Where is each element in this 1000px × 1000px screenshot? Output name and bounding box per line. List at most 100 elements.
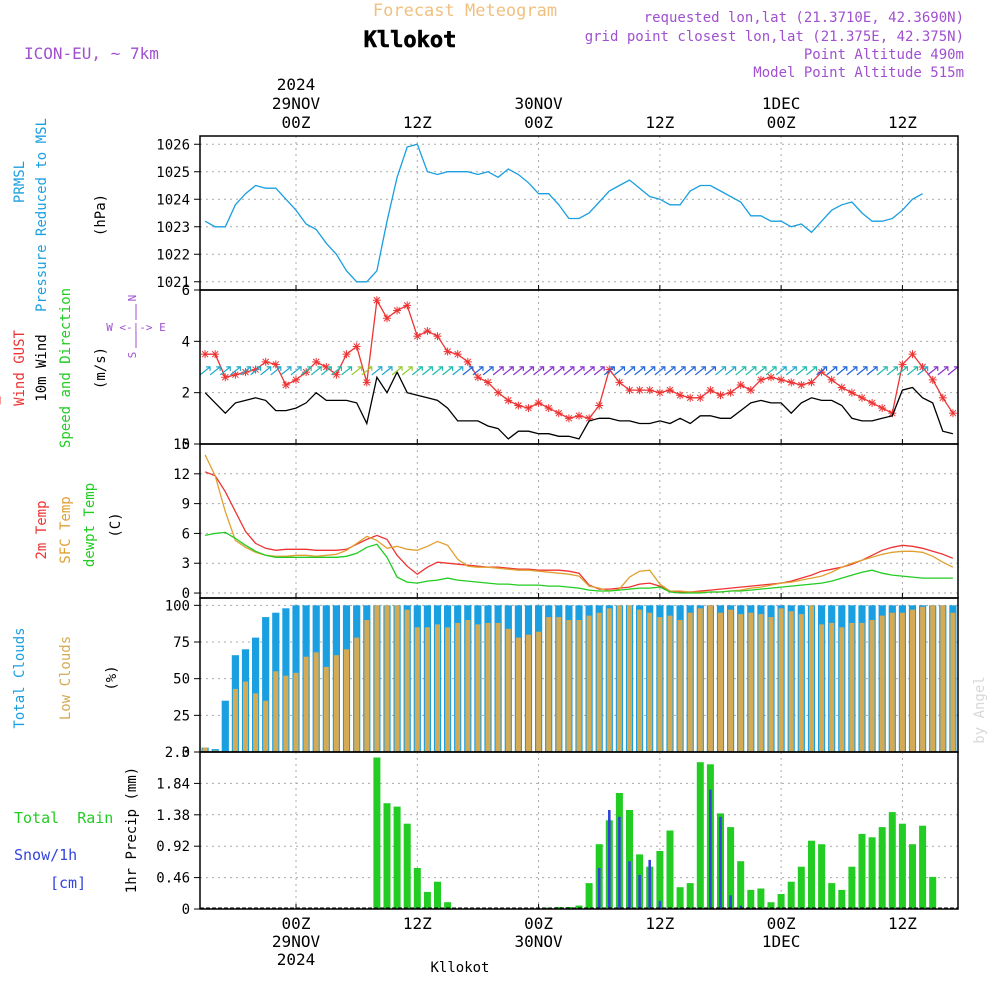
bar-low-clouds [293, 672, 299, 752]
bar-total-rain [808, 840, 815, 909]
y-tick-label: 9 [182, 497, 190, 513]
wind-direction-arrow [209, 366, 221, 376]
gust-marker [635, 386, 644, 395]
gust-marker [564, 414, 573, 423]
bar-total-rain [423, 891, 431, 909]
bar-low-clouds [809, 605, 814, 752]
bar-total-rain [747, 889, 755, 909]
bar-snow-1h [638, 874, 641, 909]
series-line-wind-gust [205, 298, 954, 420]
bar-total-rain [838, 889, 846, 909]
bar-total-rain [434, 881, 441, 909]
bar-total-rain [727, 827, 735, 909]
gust-marker [251, 365, 260, 374]
bar-low-clouds [616, 605, 622, 752]
gust-marker [362, 378, 371, 387]
bar-total-rain [787, 881, 795, 909]
bar-low-clouds [768, 617, 774, 752]
wind-direction-arrow [391, 366, 403, 376]
gust-marker [787, 378, 796, 387]
gust-marker [514, 401, 523, 410]
y-tick-label: 2.3 [165, 745, 190, 761]
bar-snow-1h [739, 905, 742, 909]
bar-low-clouds [404, 609, 410, 752]
bar-low-clouds [374, 605, 380, 752]
gust-marker [292, 375, 301, 384]
wind-direction-arrow [290, 366, 302, 376]
bar-low-clouds [354, 637, 360, 752]
wind-direction-arrow [846, 366, 858, 376]
wind-direction-arrow [644, 366, 656, 376]
gust-marker [746, 386, 755, 395]
wind-direction-arrow [533, 366, 545, 376]
bar-total-rain [919, 825, 927, 909]
gust-marker [837, 383, 846, 392]
bar-total-rain [909, 844, 916, 909]
y-tick-label: 0 [182, 745, 190, 761]
bar-total-rain [696, 762, 704, 909]
y-tick-label: 1023 [156, 220, 190, 236]
time-label: 29NOV [272, 932, 321, 951]
gust-marker [372, 296, 381, 305]
wind-direction-arrow [371, 366, 383, 376]
bar-low-clouds [495, 622, 501, 752]
wind-direction-arrow [947, 366, 959, 376]
gust-marker [504, 396, 513, 405]
gust-marker [625, 386, 634, 395]
bar-low-clouds [465, 620, 471, 752]
precip-axis-label: 1hr Precip (mm) [124, 767, 140, 893]
wind10-label: 10m Wind [34, 334, 50, 401]
bar-low-clouds [445, 627, 451, 752]
bar-snow-1h [597, 868, 601, 909]
bar-low-clouds [576, 620, 582, 752]
bar-total-rain [403, 823, 411, 909]
gust-marker [726, 388, 735, 397]
wind-direction-arrow [775, 366, 787, 376]
bar-total-rain [575, 905, 583, 909]
wind-direction-arrow [937, 366, 949, 376]
wind-direction-arrow [452, 366, 464, 376]
wind-direction-arrow [280, 366, 292, 376]
bar-low-clouds [819, 624, 825, 752]
bar-total-rain [383, 803, 391, 909]
bar-low-clouds [435, 624, 440, 752]
bar-low-clouds [657, 617, 663, 752]
clouds-unit-label: (%) [104, 665, 120, 690]
compass-rose: W <-|-> E N S [106, 295, 166, 359]
y-tick-label: 1026 [156, 137, 190, 153]
bar-low-clouds [515, 637, 521, 752]
location-name: Kllokot [364, 28, 457, 53]
bar-low-clouds [707, 605, 713, 752]
bar-total-rain [767, 902, 775, 909]
header: Forecast Meteogram Kllokot ICON-EU, ~ 7k… [24, 1, 988, 976]
bar-total-rain [818, 844, 826, 909]
wind-direction-arrow [331, 366, 343, 376]
gust-marker [433, 332, 442, 341]
precip-panel: 0 0.46 0.92 1.38 1.84 2.3 [156, 745, 959, 918]
bar-total-rain [929, 876, 937, 909]
bar-low-clouds [243, 681, 248, 752]
gust-marker [423, 327, 432, 336]
gust-marker [393, 306, 402, 315]
wind-direction-arrow [320, 366, 332, 376]
bar-total-rain [858, 833, 866, 909]
gust-marker [807, 378, 816, 387]
gust-marker [302, 368, 311, 377]
gust-marker [241, 368, 250, 377]
wind-direction-arrow [310, 366, 322, 376]
bar-low-clouds [596, 612, 602, 752]
bar-low-clouds [556, 617, 562, 752]
y-tick-label: 1.84 [156, 776, 190, 792]
model-name: ICON-EU, ~ 7km [24, 44, 159, 63]
bar-low-clouds [323, 666, 329, 752]
bar-low-clouds [455, 622, 461, 752]
wind-direction-arrow [735, 366, 747, 376]
time-label: 12Z [888, 914, 917, 933]
time-label: 00Z [282, 914, 311, 933]
gust-marker [352, 342, 361, 351]
bar-total-rain [868, 837, 876, 909]
wind-direction-arrow [674, 366, 686, 376]
y-tick-label: 1025 [156, 165, 190, 181]
bar-low-clouds [677, 620, 683, 752]
